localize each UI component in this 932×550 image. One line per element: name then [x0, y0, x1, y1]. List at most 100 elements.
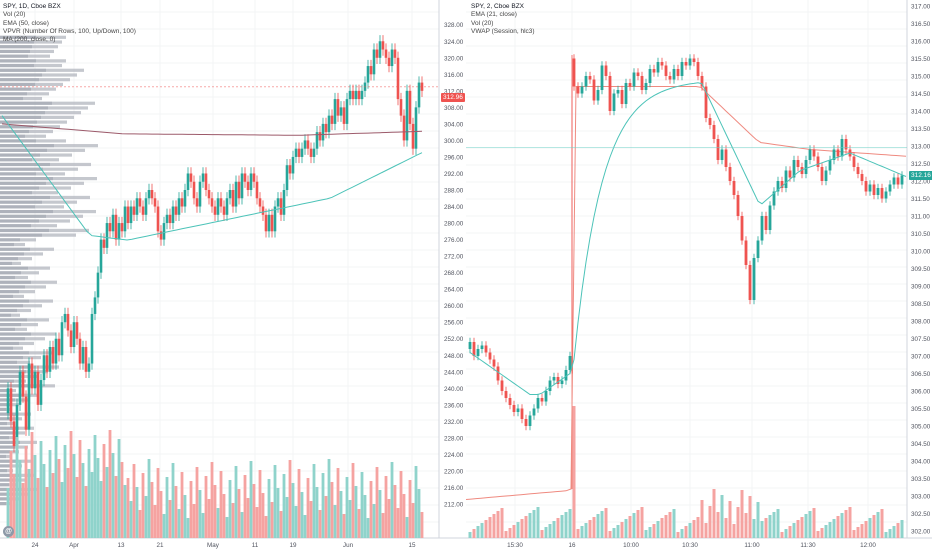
volume-bar [195, 467, 199, 538]
vpvr-row-up [0, 313, 11, 317]
candle-up [516, 408, 520, 412]
candle-down [243, 173, 247, 182]
volume-bar [240, 512, 244, 538]
candle-up [584, 76, 588, 87]
right-indicator-ema[interactable]: EMA (21, close) [471, 11, 517, 19]
right-chart-title[interactable]: SPY, 2, Cboe BZX [471, 3, 524, 10]
price-tick: 303.50 [911, 476, 931, 483]
price-tick: 314.50 [911, 91, 931, 98]
volume-bar [120, 462, 124, 538]
volume-bar [15, 437, 19, 538]
volume-bar [684, 526, 688, 538]
volume-bar [572, 406, 576, 538]
candle-down [219, 198, 223, 207]
vpvr-row-up [0, 177, 53, 181]
volume-bar [556, 518, 560, 538]
price-tick: 276.00 [444, 237, 464, 244]
volume-bar [390, 462, 394, 538]
vpvr-row-up [0, 384, 30, 388]
vpvr-row-up [0, 426, 19, 430]
vpvr-row-up [0, 148, 47, 152]
candle-down [708, 118, 712, 125]
right-indicator-vwap[interactable]: VWAP (Session, hlc3) [471, 27, 535, 35]
price-tick: 307.50 [911, 336, 931, 343]
left-indicator-vpvr[interactable]: VPVR (Number Of Rows, 100, Up/Down, 100) [3, 27, 136, 35]
candle-up [249, 173, 253, 190]
vpvr-row-up [0, 167, 43, 171]
vpvr-row-up [0, 469, 7, 473]
vpvr-row-up [0, 129, 29, 134]
volume-bar [656, 521, 660, 538]
vpvr-row-up [0, 120, 37, 124]
candle-down [684, 62, 688, 66]
left-price-axis-bg [439, 0, 466, 550]
candle-up [532, 408, 536, 416]
candle-down [540, 398, 544, 402]
candle-down [126, 206, 130, 224]
candle-down [728, 167, 732, 181]
candle-up [276, 198, 280, 207]
volume-bar [552, 521, 556, 538]
candle-up [612, 93, 616, 111]
vpvr-row-up [0, 228, 49, 233]
vpvr-row-up [0, 125, 33, 129]
left-indicator-volume[interactable]: Vol (20) [3, 11, 26, 19]
candle-down [393, 49, 397, 58]
candle-up [225, 198, 229, 215]
volume-bar [216, 508, 220, 538]
left-chart-title[interactable]: SPY, 1D, Cboe BZX [3, 3, 61, 10]
candle-down [207, 190, 211, 199]
left-price-axis: 328.00 324.00 320.00 316.00 312.00 308.00 304.… [444, 22, 464, 508]
price-tick: 304.50 [911, 441, 931, 448]
volume-bar [144, 496, 148, 538]
price-tick: 236.00 [444, 402, 464, 409]
right-indicator-volume[interactable]: Vol (20) [471, 19, 494, 27]
candle-up [135, 198, 139, 215]
volume-bar [168, 500, 172, 538]
vpvr-row-up [0, 407, 6, 411]
volume-bar [396, 508, 400, 538]
candle-up [536, 398, 540, 409]
time-tick: Jun [343, 542, 354, 549]
volume-bar [644, 530, 648, 538]
candle-down [732, 181, 736, 195]
candle-down [114, 214, 118, 240]
candle-up [688, 58, 692, 66]
volume-bar [381, 513, 385, 538]
price-tick: 309.00 [911, 284, 931, 291]
left-indicator-ma[interactable]: MA (200, close, 0) [3, 36, 56, 44]
volume-bar [246, 498, 250, 538]
candle-up [888, 184, 892, 192]
right-last-price-badge: 312.16 [909, 171, 932, 180]
volume-bar [528, 513, 532, 538]
volume-bar [252, 484, 256, 538]
left-indicator-ema[interactable]: EMA (50, close) [3, 19, 49, 27]
candle-down [736, 195, 740, 216]
candle-up [476, 349, 480, 356]
vpvr-row-up [0, 436, 9, 440]
volume-bar [387, 499, 391, 538]
candle-down [375, 49, 379, 58]
candle-down [636, 72, 640, 76]
right-chart-legend: SPY, 2, Cboe BZX EMA (21, close) Vol (20… [471, 3, 535, 36]
candle-down [556, 377, 560, 384]
volume-bar [688, 523, 692, 538]
candle-up [548, 380, 552, 391]
volume-bar [96, 458, 100, 538]
candle-up [234, 181, 238, 207]
candle-up [900, 175, 904, 185]
candle-down [676, 69, 680, 76]
candle-up [81, 347, 85, 364]
volume-bar [186, 518, 190, 538]
volume-bar [692, 520, 696, 538]
candle-down [357, 90, 361, 100]
volume-bar [357, 509, 361, 538]
volume-bar [500, 508, 504, 538]
tradingview-logo[interactable]: @ [3, 526, 14, 537]
candle-down [231, 190, 235, 207]
volume-bar [648, 527, 652, 538]
candle-down [261, 206, 265, 215]
volume-bar [363, 495, 367, 538]
volume-bar [860, 524, 864, 538]
